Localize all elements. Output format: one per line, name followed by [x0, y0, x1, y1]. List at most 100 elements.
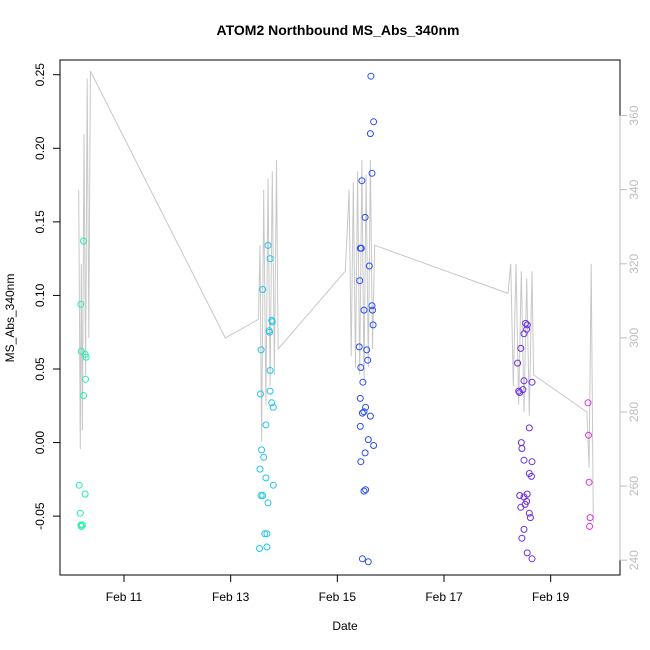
scatter-point — [77, 300, 85, 308]
scatter-point — [363, 346, 371, 354]
y-axis-label: MS_Abs_340nm — [3, 274, 17, 363]
scatter-point — [366, 412, 374, 420]
scatter-point — [585, 478, 593, 486]
scatter-point — [368, 169, 376, 177]
scatter-point — [81, 490, 89, 498]
scatter-point — [81, 350, 89, 358]
scatter-point — [514, 359, 522, 367]
scatter-point — [259, 492, 267, 499]
x-axis-label: Date — [332, 619, 358, 633]
y2-tick-label: 260 — [627, 476, 641, 496]
x-tick-label: Feb 15 — [319, 590, 357, 604]
scatter-point — [262, 474, 270, 482]
plot-area-frame — [59, 59, 621, 576]
scatter-point — [360, 306, 368, 314]
y-tick-label: 0.20 — [33, 136, 47, 160]
x-axis: Feb 11 Feb 13 Feb 15 Feb 17 Feb 19 — [106, 574, 570, 604]
scatter-point — [516, 492, 524, 499]
scatter-point — [80, 392, 87, 399]
scatter-point — [358, 409, 366, 417]
scatter-point — [520, 456, 528, 464]
scatter-point — [260, 453, 268, 461]
scatter-point — [362, 403, 370, 411]
scatter-point — [528, 378, 536, 386]
scatter-point — [362, 486, 370, 494]
scatter-point — [80, 237, 87, 245]
scatter-point — [263, 530, 271, 538]
scatter-point — [515, 387, 523, 395]
scatter-point — [259, 286, 267, 293]
x-tick-label: Feb 11 — [106, 590, 143, 604]
y2-tick-label: 340 — [627, 179, 641, 199]
scatter-point — [370, 118, 378, 126]
scatter-point — [356, 394, 364, 402]
scatter-point — [517, 503, 525, 511]
y2-tick-label: 320 — [627, 253, 641, 273]
scatter-point — [364, 558, 372, 566]
scatter-point — [264, 499, 272, 507]
x-tick-label: Feb 17 — [425, 590, 463, 604]
scatter-point — [364, 436, 372, 444]
scatter-point — [257, 346, 265, 354]
scatter-point — [518, 534, 526, 542]
scatter-point — [586, 514, 594, 522]
y-axis-left: -0.05 0.00 0.05 0.10 0.15 0.20 0.25 — [33, 63, 61, 530]
scatter-point — [75, 481, 83, 489]
scatter-point — [525, 424, 533, 432]
chart-title: ATOM2 Northbound MS_Abs_340nm — [217, 22, 460, 38]
x-tick-label: Feb 19 — [532, 590, 570, 604]
scatter-point — [82, 353, 90, 361]
y2-tick-label: 240 — [627, 550, 641, 570]
y-tick-label: -0.05 — [33, 502, 47, 530]
y-axis-right: 240 260 280 300 320 340 360 — [619, 105, 641, 570]
scatter-point — [520, 330, 528, 338]
scatter-point — [358, 555, 366, 563]
scatter-point — [268, 399, 276, 407]
scatter-point — [77, 522, 85, 530]
scatter-point — [520, 525, 528, 533]
scatter-point — [358, 177, 366, 185]
scatter-point — [262, 421, 270, 429]
scatter-point — [369, 321, 377, 329]
scatter-point — [269, 481, 277, 489]
scatter-point — [355, 343, 363, 351]
scatter-point — [261, 530, 269, 538]
scatter-points-layer — [75, 72, 594, 566]
scatter-point — [361, 213, 369, 221]
scatter-point — [361, 449, 369, 457]
scatter-point — [257, 390, 264, 398]
scatter-point — [82, 375, 90, 383]
scatter-point — [359, 378, 367, 386]
y-tick-label: 0.05 — [33, 357, 47, 381]
y2-tick-label: 300 — [627, 328, 641, 348]
scatter-point — [365, 262, 373, 270]
y-tick-label: 0.00 — [33, 431, 47, 455]
scatter-point — [357, 458, 365, 466]
scatter-point — [517, 344, 525, 352]
scatter-point — [269, 403, 277, 411]
scatter-point — [368, 302, 376, 310]
scatter-point — [266, 328, 274, 336]
scatter-point — [263, 543, 271, 551]
scatter-point — [370, 442, 378, 449]
scatter-point — [356, 422, 364, 430]
y2-tick-label: 360 — [627, 105, 641, 125]
scatter-point — [78, 521, 86, 529]
y-tick-label: 0.25 — [33, 63, 47, 87]
scatter-point — [266, 387, 274, 395]
scatter-point — [366, 130, 374, 138]
scatter-point — [356, 277, 364, 285]
scatter-point — [520, 377, 528, 385]
scatter-point — [268, 318, 276, 326]
x-tick-label: Feb 13 — [212, 590, 250, 604]
scatter-point — [369, 306, 376, 314]
line-series-layer — [78, 70, 594, 524]
y2-tick-label: 280 — [627, 402, 641, 422]
scatter-point — [519, 386, 527, 394]
scatter-point — [76, 509, 84, 517]
scatter-point — [528, 472, 535, 480]
scatter-point — [360, 487, 368, 495]
scatter-point — [360, 408, 368, 416]
y-tick-label: 0.15 — [33, 210, 47, 234]
